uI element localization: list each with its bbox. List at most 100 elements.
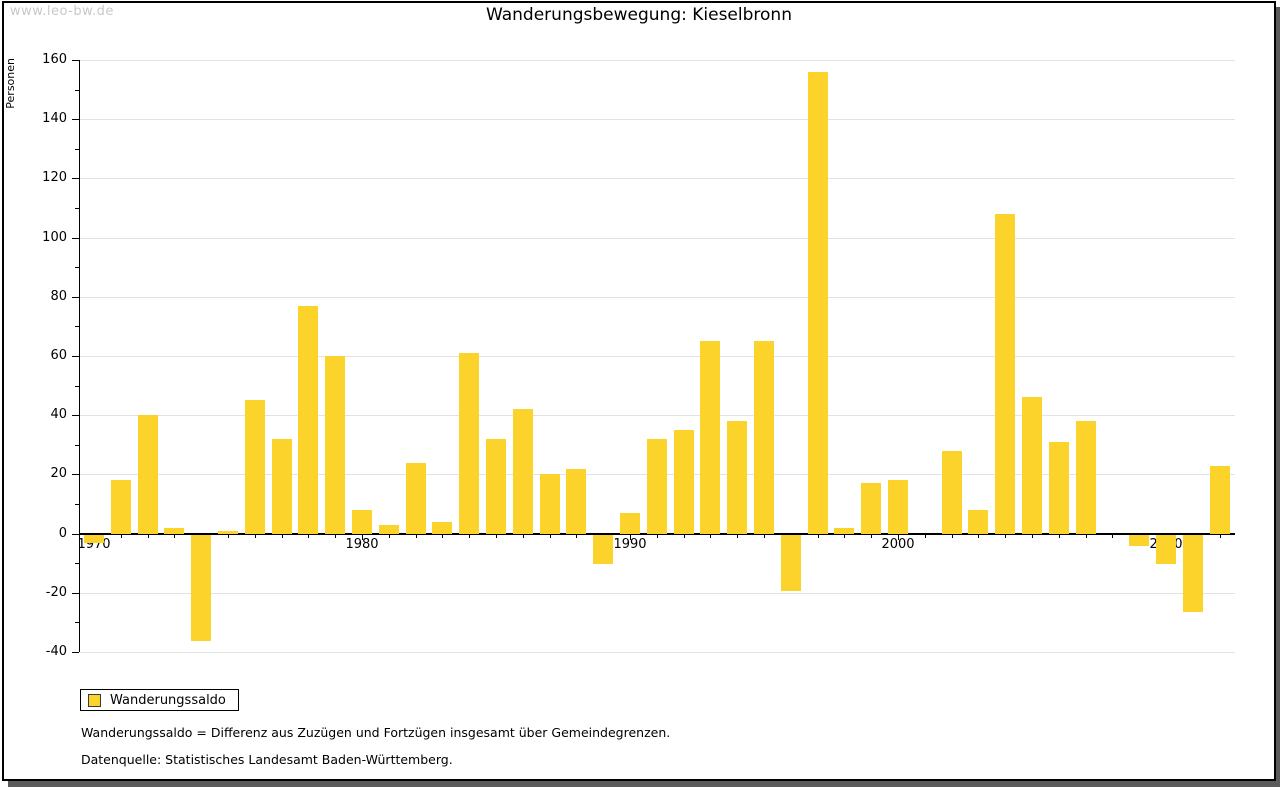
x-tick-1999 (871, 534, 873, 538)
x-tick-1973 (174, 534, 176, 538)
y-tick-10 (75, 504, 79, 505)
bar-1982 (405, 462, 426, 534)
bar-1985 (486, 438, 506, 534)
x-tick-1982 (415, 534, 417, 538)
bar-2002 (941, 450, 962, 534)
bar-1980 (352, 509, 372, 534)
y-tick-label-40: 40 (50, 407, 67, 423)
bar-1986 (512, 409, 533, 534)
y-tick--10 (75, 563, 79, 565)
watermark: www.leo-bw.de (10, 4, 114, 19)
x-tick-1986 (522, 534, 524, 538)
x-tick-1971 (120, 534, 122, 538)
x-axis-line (80, 532, 1235, 535)
y-tick-80 (72, 296, 79, 298)
bar-2000 (888, 480, 908, 534)
x-tick-2012 (1219, 534, 1221, 538)
bar-1998 (834, 527, 855, 534)
y-tick--40 (72, 652, 79, 653)
x-tick-1972 (147, 534, 149, 538)
legend: Wanderungssaldo (80, 689, 239, 711)
bar-1971 (110, 480, 131, 534)
y-tick--30 (75, 622, 79, 624)
x-tick-2002 (951, 534, 953, 538)
x-tick-1978 (308, 534, 310, 538)
bar-1994 (727, 421, 748, 534)
x-tick-2008 (1112, 534, 1114, 538)
x-tick-1998 (844, 534, 846, 538)
bar-2004 (995, 213, 1016, 534)
x-tick-1984 (469, 534, 471, 538)
x-tick-2000 (898, 534, 899, 540)
x-tick-1995 (764, 534, 765, 538)
y-tick-90 (75, 267, 79, 269)
x-tick-2005 (1032, 534, 1033, 538)
y-tick-label-20: 20 (50, 466, 67, 482)
bar-1988 (566, 468, 587, 534)
bar-1995 (754, 341, 774, 534)
y-tick-30 (75, 444, 79, 446)
footnote-definition: Wanderungssaldo = Differenz aus Zuzügen … (81, 725, 671, 740)
legend-label: Wanderungssaldo (110, 692, 226, 708)
y-tick-40 (72, 415, 79, 417)
bar-1992 (673, 430, 694, 534)
x-tick-label-1990: 1990 (613, 536, 647, 552)
bar-1990 (620, 512, 640, 534)
x-tick-1994 (737, 534, 739, 538)
y-tick-140 (72, 119, 79, 121)
y-tick-70 (75, 326, 79, 328)
gridline-y-80 (80, 296, 1235, 298)
bar-1987 (539, 474, 560, 534)
y-tick-110 (75, 208, 79, 209)
bar-1970 (84, 534, 104, 544)
bar-1973 (164, 527, 185, 534)
x-tick-1988 (576, 534, 578, 538)
bar-2011 (1182, 534, 1203, 612)
bar-1972 (137, 415, 158, 534)
y-tick-130 (75, 148, 79, 150)
x-tick-1975 (228, 534, 229, 538)
gridline-y-120 (80, 178, 1235, 180)
x-tick-1979 (335, 534, 337, 538)
bar-1974 (191, 534, 212, 642)
plot-area: -40 -20 0 20 40 60 80 100 120 140 160 1970 1980 1990 2… (4, 3, 1274, 779)
y-axis-line (79, 60, 80, 652)
x-tick-1985 (496, 534, 497, 538)
gridline-y--40 (80, 652, 1235, 653)
y-tick-label-100: 100 (42, 229, 67, 245)
y-tick-100 (72, 237, 79, 239)
bar-2012 (1209, 465, 1230, 534)
y-tick-label-120: 120 (42, 170, 67, 186)
y-tick-0 (72, 533, 79, 535)
y-tick-160 (72, 60, 79, 61)
bar-2005 (1022, 397, 1042, 534)
gridline-y--20 (80, 592, 1235, 594)
bar-1977 (271, 438, 292, 534)
y-tick-label-0: 0 (58, 525, 67, 541)
bar-1991 (646, 438, 667, 534)
y-tick-120 (72, 178, 79, 180)
bar-1984 (459, 353, 480, 534)
y-tick-label-160: 160 (42, 52, 67, 67)
bar-1981 (378, 524, 399, 534)
bar-2006 (1048, 441, 1069, 534)
bar-2010 (1156, 534, 1176, 565)
x-tick-label-1980: 1980 (345, 536, 379, 552)
x-tick-2006 (1058, 534, 1060, 538)
y-tick-60 (72, 356, 79, 357)
gridline-y-160 (80, 60, 1235, 61)
y-tick-label-60: 60 (50, 348, 67, 363)
x-tick-2003 (978, 534, 980, 538)
y-tick-50 (75, 385, 79, 387)
x-tick-label-2000: 2000 (881, 536, 915, 552)
footnote-source: Datenquelle: Statistisches Landesamt Bad… (81, 752, 453, 767)
bar-1975 (218, 530, 238, 534)
x-tick-1976 (254, 534, 256, 538)
bar-1983 (432, 521, 453, 534)
bar-2003 (968, 509, 989, 534)
x-tick-2004 (1005, 534, 1007, 538)
x-tick-1992 (683, 534, 685, 538)
x-tick-1983 (442, 534, 444, 538)
x-tick-2007 (1085, 534, 1087, 538)
bar-1976 (244, 400, 265, 534)
